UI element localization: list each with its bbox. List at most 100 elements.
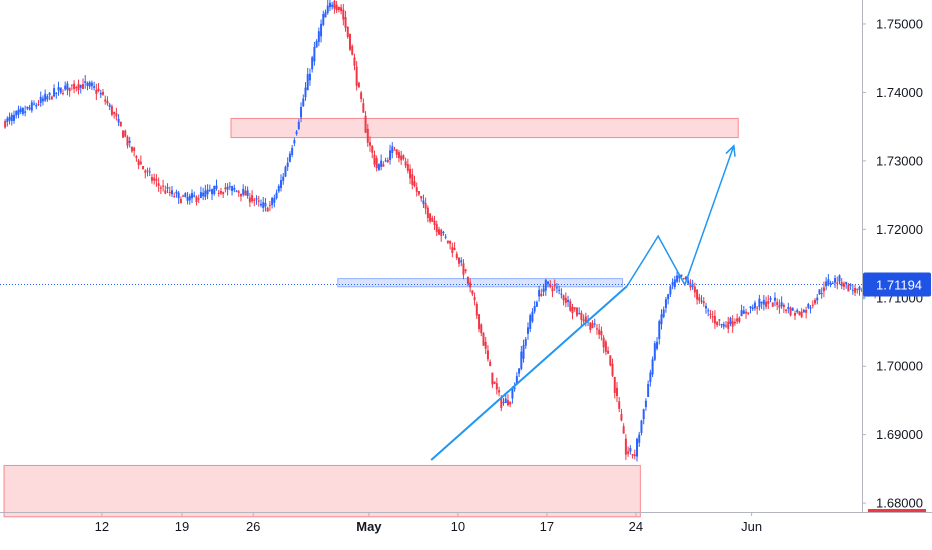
candle-down: [119, 121, 122, 127]
candle-up: [802, 310, 805, 313]
candle-down: [842, 283, 845, 287]
candle-up: [384, 160, 387, 162]
candle-up: [845, 281, 848, 285]
projection-arrowhead: [725, 144, 736, 157]
candle-down: [446, 240, 449, 243]
candle-down: [404, 161, 407, 166]
candle-up: [288, 153, 291, 162]
candle-up: [59, 87, 62, 93]
projection-path[interactable]: [626, 145, 735, 287]
price-tick-label: 1.69000: [876, 427, 923, 442]
price-axis[interactable]: 1.750001.740001.730001.720001.710001.700…: [862, 16, 923, 511]
candle-down: [553, 285, 556, 287]
candle-down: [137, 160, 140, 166]
candle-up: [8, 116, 11, 121]
candle-down: [353, 57, 356, 66]
time-tick-label: 10: [451, 519, 465, 534]
candle-down: [4, 120, 7, 128]
candle-down: [765, 301, 768, 307]
candle-down: [569, 301, 572, 311]
candle-up: [41, 98, 44, 102]
candle-up: [315, 41, 318, 48]
candle-up: [191, 193, 194, 199]
candle-up: [544, 279, 547, 291]
candle-down: [473, 297, 476, 301]
support-zone[interactable]: [3, 464, 641, 518]
candle-up: [513, 387, 516, 390]
candle-down: [709, 313, 712, 316]
candle-down: [602, 337, 605, 348]
candle-down: [609, 355, 612, 366]
candle-down: [395, 149, 398, 155]
candle-down: [856, 288, 859, 290]
candle-up: [809, 307, 812, 309]
candle-up: [667, 294, 670, 300]
breakout-level-band[interactable]: [337, 278, 624, 288]
candle-up: [680, 274, 683, 277]
candle-up: [769, 297, 772, 300]
candle-down: [771, 302, 774, 307]
candle-up: [787, 307, 790, 310]
candle-down: [500, 398, 503, 408]
candle-down: [429, 213, 432, 222]
candle-down: [142, 165, 145, 170]
candle-up: [684, 276, 687, 280]
candle-down: [386, 160, 389, 163]
candle-down: [682, 277, 685, 279]
candle-up: [558, 289, 561, 291]
candle-down: [451, 247, 454, 253]
price-tick-label: 1.75000: [876, 16, 923, 31]
candle-down: [727, 321, 730, 329]
candle-up: [204, 190, 207, 197]
candle-down: [489, 361, 492, 367]
candle-up: [644, 400, 647, 408]
candle-down: [360, 92, 363, 100]
candle-up: [108, 104, 111, 107]
candle-up: [535, 301, 538, 307]
candle-down: [493, 381, 496, 384]
candle-down: [335, 4, 338, 11]
candle-down: [157, 183, 160, 186]
candle-up: [642, 409, 645, 420]
price-tick-label: 1.72000: [876, 222, 923, 237]
candle-up: [291, 147, 294, 155]
candle-up: [199, 192, 202, 198]
candle-down: [222, 192, 225, 195]
candle-up: [322, 14, 325, 25]
resistance-zone[interactable]: [230, 117, 739, 139]
candle-down: [618, 401, 621, 409]
candle-down: [860, 289, 863, 291]
candle-up: [502, 401, 505, 403]
candle-down: [854, 287, 857, 293]
candle-up: [28, 107, 31, 110]
candle-down: [431, 217, 434, 222]
candle-up: [816, 297, 819, 301]
candle-up: [213, 185, 216, 195]
candle-down: [437, 229, 440, 235]
candle-down: [113, 111, 116, 114]
candle-down: [702, 301, 705, 304]
candle-down: [126, 136, 129, 146]
ascending-trendline[interactable]: [430, 285, 628, 461]
candle-down: [822, 287, 825, 292]
time-tick-label: 26: [246, 519, 260, 534]
candle-down: [836, 282, 839, 284]
candle-up: [673, 279, 676, 288]
candle-up: [273, 197, 276, 203]
candle-up: [228, 186, 231, 188]
candle-down: [696, 289, 699, 300]
candle-up: [313, 46, 316, 62]
candle-up: [422, 200, 425, 204]
candle-down: [97, 88, 100, 92]
candle-up: [15, 111, 18, 116]
candle-up: [524, 339, 527, 346]
time-axis[interactable]: 12 19 26 May 10 17 24 Jun: [95, 512, 762, 534]
candle-up: [262, 202, 265, 208]
candle-down: [584, 316, 587, 323]
candle-down: [239, 193, 242, 197]
candle-up: [758, 298, 761, 308]
candle-up: [520, 351, 523, 369]
candle-down: [475, 303, 478, 316]
candle-down: [110, 106, 113, 115]
